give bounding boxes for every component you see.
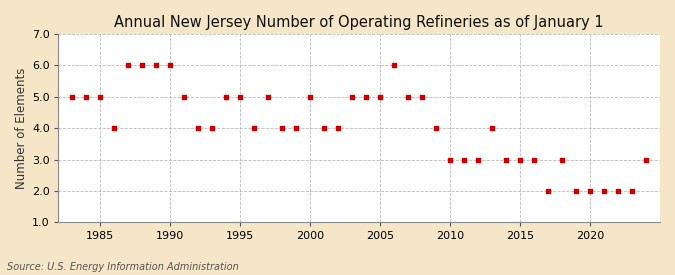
Title: Annual New Jersey Number of Operating Refineries as of January 1: Annual New Jersey Number of Operating Re… xyxy=(114,15,604,30)
Point xyxy=(179,95,190,99)
Point xyxy=(501,157,512,162)
Point xyxy=(304,95,315,99)
Point xyxy=(570,189,581,193)
Point xyxy=(249,126,260,130)
Point xyxy=(319,126,329,130)
Point xyxy=(514,157,525,162)
Point xyxy=(389,63,400,68)
Point xyxy=(67,95,78,99)
Point xyxy=(487,126,497,130)
Point xyxy=(599,189,610,193)
Point xyxy=(207,126,217,130)
Point xyxy=(416,95,427,99)
Point xyxy=(613,189,624,193)
Point xyxy=(193,126,204,130)
Point xyxy=(151,63,161,68)
Point xyxy=(291,126,302,130)
Point xyxy=(375,95,385,99)
Point xyxy=(445,157,456,162)
Point xyxy=(403,95,414,99)
Text: Source: U.S. Energy Information Administration: Source: U.S. Energy Information Administ… xyxy=(7,262,238,272)
Y-axis label: Number of Elements: Number of Elements xyxy=(15,67,28,189)
Point xyxy=(557,157,568,162)
Point xyxy=(333,126,344,130)
Point xyxy=(95,95,105,99)
Point xyxy=(529,157,539,162)
Point xyxy=(641,157,651,162)
Point xyxy=(109,126,119,130)
Point xyxy=(263,95,273,99)
Point xyxy=(277,126,288,130)
Point xyxy=(459,157,470,162)
Point xyxy=(431,126,441,130)
Point xyxy=(472,157,483,162)
Point xyxy=(165,63,176,68)
Point xyxy=(81,95,92,99)
Point xyxy=(123,63,134,68)
Point xyxy=(626,189,637,193)
Point xyxy=(221,95,232,99)
Point xyxy=(235,95,246,99)
Point xyxy=(360,95,371,99)
Point xyxy=(137,63,148,68)
Point xyxy=(347,95,358,99)
Point xyxy=(543,189,554,193)
Point xyxy=(585,189,595,193)
